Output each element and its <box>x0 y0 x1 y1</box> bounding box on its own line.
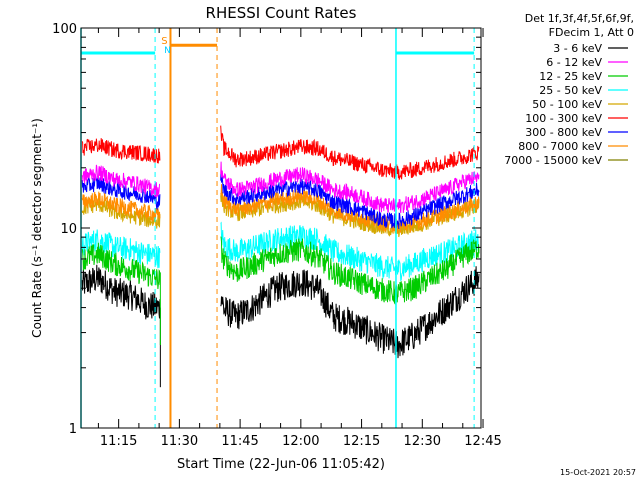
series-line <box>220 184 480 234</box>
y-axis: 1 10 100 <box>52 22 481 437</box>
x-axis: 11:15 11:30 11:45 12:00 12:15 12:30 12:45 <box>97 28 502 449</box>
legend-header-line-2: FDecim 1, Att 0 <box>549 26 634 39</box>
x-tick-label: 12:30 <box>404 434 441 449</box>
y-tick-label: 100 <box>52 22 77 37</box>
legend-entry-label: 300 - 800 keV <box>525 126 602 139</box>
series-line <box>220 125 480 180</box>
chart-title: RHESSI Count Rates <box>206 4 357 22</box>
series-line <box>220 236 480 305</box>
series-layer <box>81 125 480 388</box>
series-line <box>81 242 161 290</box>
series-line <box>220 161 480 214</box>
x-tick-label: 12:00 <box>282 434 319 449</box>
y-tick-label: 1 <box>69 422 77 437</box>
x-tick-label: 11:30 <box>161 434 198 449</box>
legend-entry-label: 50 - 100 keV <box>532 98 602 111</box>
legend-entry-label: 6 - 12 keV <box>546 56 602 69</box>
annotation-s: S <box>161 36 167 47</box>
timestamp: 15-Oct-2021 20:57 <box>560 468 636 477</box>
x-tick-label: 11:45 <box>221 434 258 449</box>
plot-area: SN <box>80 27 482 429</box>
legend: Det 1f,3f,4f,5f,6f,9f, FDecim 1, Att 0 3… <box>504 12 634 167</box>
series-line <box>81 164 160 199</box>
legend-header-line-1: Det 1f,3f,4f,5f,6f,9f, <box>525 12 634 25</box>
series-line <box>81 138 161 164</box>
series-line <box>81 264 161 320</box>
y-axis-label: Count Rate (s⁻¹ detector segment⁻¹) <box>30 118 44 338</box>
x-axis-label: Start Time (22-Jun-06 11:05:42) <box>177 457 385 472</box>
series-line <box>220 266 480 359</box>
legend-entry-label: 100 - 300 keV <box>525 112 602 125</box>
series-line <box>220 221 480 282</box>
series-line <box>81 229 161 269</box>
legend-entry-label: 25 - 50 keV <box>539 84 602 97</box>
legend-entry-label: 7000 - 15000 keV <box>504 154 602 167</box>
x-tick-label: 12:45 <box>464 434 501 449</box>
series-line <box>81 191 161 222</box>
legend-entry-label: 12 - 25 keV <box>539 70 602 83</box>
x-tick-label: 11:15 <box>100 434 137 449</box>
annotation-n: N <box>164 46 171 56</box>
y-tick-label: 10 <box>60 222 77 237</box>
legend-entry-label: 800 - 7000 keV <box>518 140 602 153</box>
legend-entry-label: 3 - 6 keV <box>553 42 602 55</box>
x-tick-label: 12:15 <box>343 434 380 449</box>
